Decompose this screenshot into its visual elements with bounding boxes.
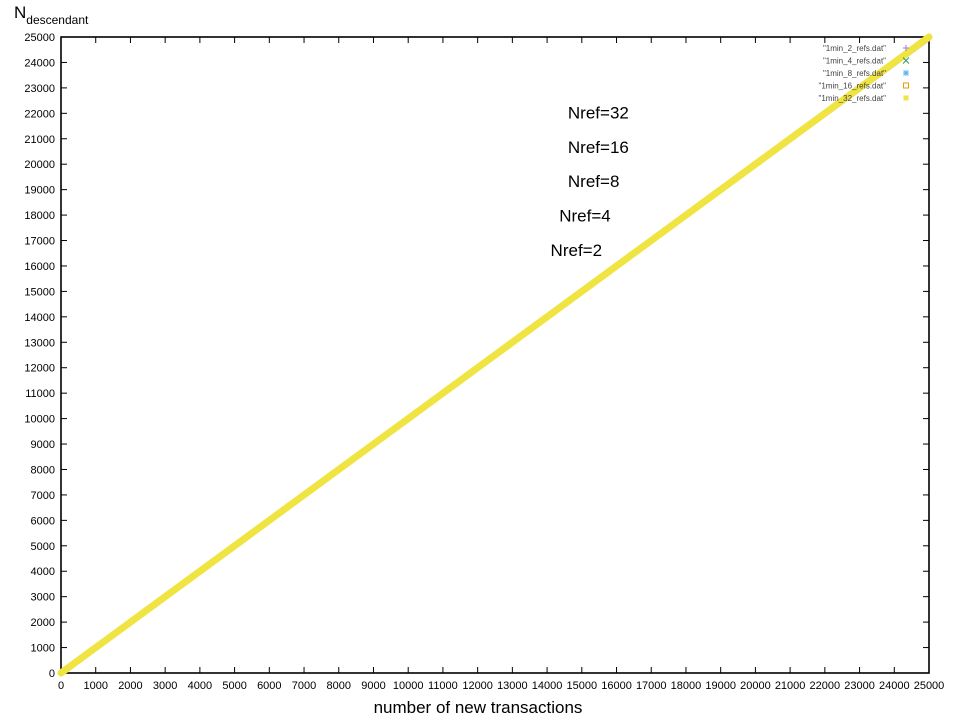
y-tick-label: 2000 xyxy=(31,617,55,629)
annotation-label: Nref=8 xyxy=(568,172,620,191)
x-tick-label: 2000 xyxy=(118,680,142,692)
annotation-label: Nref=32 xyxy=(568,103,629,122)
x-axis-label: number of new transactions xyxy=(374,698,583,717)
x-tick-label: 12000 xyxy=(462,680,493,692)
legend-marker xyxy=(903,95,909,101)
y-tick-label: 11000 xyxy=(25,388,55,400)
y-tick-label: 14000 xyxy=(24,312,55,324)
y-axis-label-subscript: descendant xyxy=(26,13,89,27)
x-tick-label: 25000 xyxy=(914,680,945,692)
x-tick-label: 24000 xyxy=(879,680,910,692)
y-tick-label: 4000 xyxy=(31,566,55,578)
x-tick-label: 17000 xyxy=(636,680,667,692)
x-tick-label: 20000 xyxy=(740,680,771,692)
annotation-label: Nref=2 xyxy=(551,241,603,260)
legend-entry-label: "1min_32_refs.dat" xyxy=(819,94,887,103)
x-tick-label: 18000 xyxy=(671,680,702,692)
y-tick-label: 23000 xyxy=(24,83,55,95)
x-tick-label: 5000 xyxy=(222,680,246,692)
x-tick-label: 7000 xyxy=(292,680,316,692)
y-tick-label: 7000 xyxy=(31,490,55,502)
annotations-layer: Nref=32 Nref=16 Nref=8 Nref=4 Nref=2 xyxy=(551,103,629,259)
x-tick-label: 14000 xyxy=(532,680,563,692)
x-tick-label: 4000 xyxy=(188,680,212,692)
series-layer xyxy=(57,33,933,677)
y-tick-label: 18000 xyxy=(24,210,55,222)
y-tick-label: 9000 xyxy=(31,439,55,451)
x-tick-label: 23000 xyxy=(844,680,875,692)
legend: "1min_2_refs.dat" "1min_4_refs.dat" "1min_… xyxy=(819,44,910,103)
legend-entry-label: "1min_8_refs.dat" xyxy=(823,69,886,78)
legend-entry-label: "1min_4_refs.dat" xyxy=(823,57,886,66)
y-tick-label: 17000 xyxy=(24,236,55,248)
plot-frame xyxy=(60,36,930,674)
y-tick-label: 22000 xyxy=(24,108,55,120)
y-axis-label: Ndescendant xyxy=(14,3,89,27)
x-tick-label: 1000 xyxy=(83,680,107,692)
x-tick-label: 3000 xyxy=(153,680,177,692)
y-tick-label: 24000 xyxy=(24,57,55,69)
x-tick-label: 21000 xyxy=(775,680,806,692)
annotation-label: Nref=16 xyxy=(568,138,629,157)
y-tick-label: 12000 xyxy=(24,363,55,375)
legend-entry-label: "1min_16_refs.dat" xyxy=(819,82,887,91)
x-tick-label: 19000 xyxy=(705,680,736,692)
y-tick-label: 8000 xyxy=(31,464,55,476)
x-tick-label: 11000 xyxy=(428,680,458,692)
x-tick-label: 22000 xyxy=(810,680,841,692)
y-tick-label: 16000 xyxy=(24,261,55,273)
y-tick-label: 21000 xyxy=(24,134,55,146)
legend-marker xyxy=(903,45,909,51)
y-tick-label: 3000 xyxy=(31,592,55,604)
legend-marker xyxy=(903,82,909,89)
legend-entry-label: "1min_2_refs.dat" xyxy=(823,44,886,53)
x-tick-label: 9000 xyxy=(361,680,385,692)
y-tick-label: 13000 xyxy=(24,337,55,349)
y-tick-label: 1000 xyxy=(31,643,55,655)
y-tick-label: 20000 xyxy=(24,159,55,171)
x-tick-label: 10000 xyxy=(393,680,424,692)
x-tick-label: 0 xyxy=(58,680,64,692)
x-tick-label: 8000 xyxy=(327,680,351,692)
x-tick-label: 6000 xyxy=(257,680,281,692)
axis-ticks: 0 1000 2000 3000 4000 5000 6000 7000 8000 9000 100… xyxy=(24,32,944,692)
y-tick-label: 15000 xyxy=(24,286,55,298)
y-tick-label: 19000 xyxy=(24,185,55,197)
y-tick-label: 5000 xyxy=(31,541,55,553)
x-tick-label: 13000 xyxy=(497,680,528,692)
annotation-label: Nref=4 xyxy=(559,206,611,225)
legend-marker xyxy=(903,70,909,76)
y-tick-label: 25000 xyxy=(24,32,55,44)
x-tick-label: 15000 xyxy=(567,680,598,692)
series-line-4 xyxy=(57,33,933,677)
x-tick-label: 16000 xyxy=(601,680,632,692)
y-tick-label: 6000 xyxy=(31,515,55,527)
y-tick-label: 10000 xyxy=(24,414,55,426)
legend-marker xyxy=(902,57,910,64)
y-tick-label: 0 xyxy=(49,668,55,680)
y-axis-label-main: N xyxy=(14,3,26,22)
